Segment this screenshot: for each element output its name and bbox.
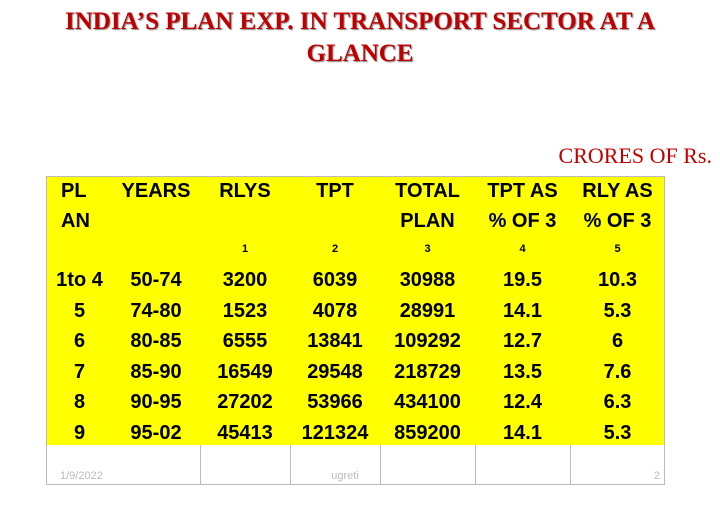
header-cell: AN xyxy=(61,210,90,232)
table-cell: 50-74 xyxy=(130,269,182,291)
header-cell: TPT AS xyxy=(487,180,558,202)
table-cell: 13841 xyxy=(307,330,363,352)
table-cell: 13.5 xyxy=(503,360,542,383)
table-cell: 12.7 xyxy=(503,330,542,352)
table-border xyxy=(46,176,665,485)
table-cell: 6039 xyxy=(312,269,358,291)
table-cell: 1to 4 xyxy=(56,269,103,291)
column-divider xyxy=(200,445,201,485)
table-cell: 8 xyxy=(73,391,86,413)
header-cell: % OF 3 xyxy=(488,210,557,232)
title: GLANCE xyxy=(306,40,414,67)
column-number: 2 xyxy=(331,243,339,255)
table-cell: 95-02 xyxy=(130,421,182,444)
table-cell: 6.3 xyxy=(603,391,632,413)
header-cell: RLYS xyxy=(219,180,271,202)
table-cell: 6 xyxy=(611,330,624,352)
column-divider xyxy=(475,445,476,485)
table-cell: 5 xyxy=(73,299,86,322)
table-cell: 9 xyxy=(73,421,86,444)
table-cell: 80-85 xyxy=(130,330,182,352)
footer-author: ugreti xyxy=(331,470,359,482)
header-cell: TOTAL xyxy=(395,180,460,202)
table-cell: 53966 xyxy=(307,391,363,413)
table-cell: 109292 xyxy=(394,330,461,352)
footer-page: 2 xyxy=(653,470,660,482)
column-divider xyxy=(570,445,571,485)
table-cell: 14.1 xyxy=(503,299,542,322)
table-cell: 3200 xyxy=(222,269,268,291)
header-cell: YEARS xyxy=(121,180,191,202)
table-cell: 6555 xyxy=(222,330,268,352)
table-cell: 14.1 xyxy=(503,421,542,444)
header-cell: PL xyxy=(61,180,87,202)
table-cell: 6 xyxy=(73,330,86,352)
table-cell: 859200 xyxy=(394,421,461,444)
table-cell: 90-95 xyxy=(130,391,182,413)
table-cell: 5.3 xyxy=(603,421,632,444)
column-divider xyxy=(290,445,291,485)
table-cell: 28991 xyxy=(399,299,456,322)
header-cell: % OF 3 xyxy=(583,210,652,232)
table-cell: 4078 xyxy=(312,299,358,322)
table-cell: 30988 xyxy=(399,269,456,291)
column-number: 4 xyxy=(519,243,526,255)
table-cell: 218729 xyxy=(394,360,461,383)
table-background xyxy=(47,177,665,445)
table-cell: 85-90 xyxy=(130,360,182,383)
table-cell: 434100 xyxy=(394,391,461,413)
table-cell: 10.3 xyxy=(598,269,637,291)
footer-date: 1/9/2022 xyxy=(60,470,103,482)
column-number: 1 xyxy=(241,243,249,255)
table-cell: 29548 xyxy=(307,360,363,383)
table-cell: 12.4 xyxy=(503,391,542,413)
title: INDIA’S PLAN EXP. IN TRANSPORT SECTOR AT… xyxy=(64,8,655,35)
table-cell: 45413 xyxy=(217,421,273,444)
table-cell: 7.6 xyxy=(603,360,632,383)
table-cell: 16549 xyxy=(217,360,273,383)
column-number: 5 xyxy=(614,243,621,255)
table-cell: 27202 xyxy=(217,391,273,413)
column-number: 3 xyxy=(424,243,431,255)
table-cell: 1523 xyxy=(222,299,268,322)
table-cell: 5.3 xyxy=(603,299,632,322)
table-cell: 19.5 xyxy=(503,269,542,291)
column-divider xyxy=(380,445,381,485)
header-cell: TPT xyxy=(316,180,354,202)
header-cell: PLAN xyxy=(400,210,455,232)
table-cell: 121324 xyxy=(301,421,369,444)
table-cell: 7 xyxy=(73,360,86,383)
header-cell: RLY AS xyxy=(582,180,653,202)
unit-label: CRORES OF Rs. xyxy=(558,143,712,168)
table-cell: 74-80 xyxy=(130,299,182,322)
